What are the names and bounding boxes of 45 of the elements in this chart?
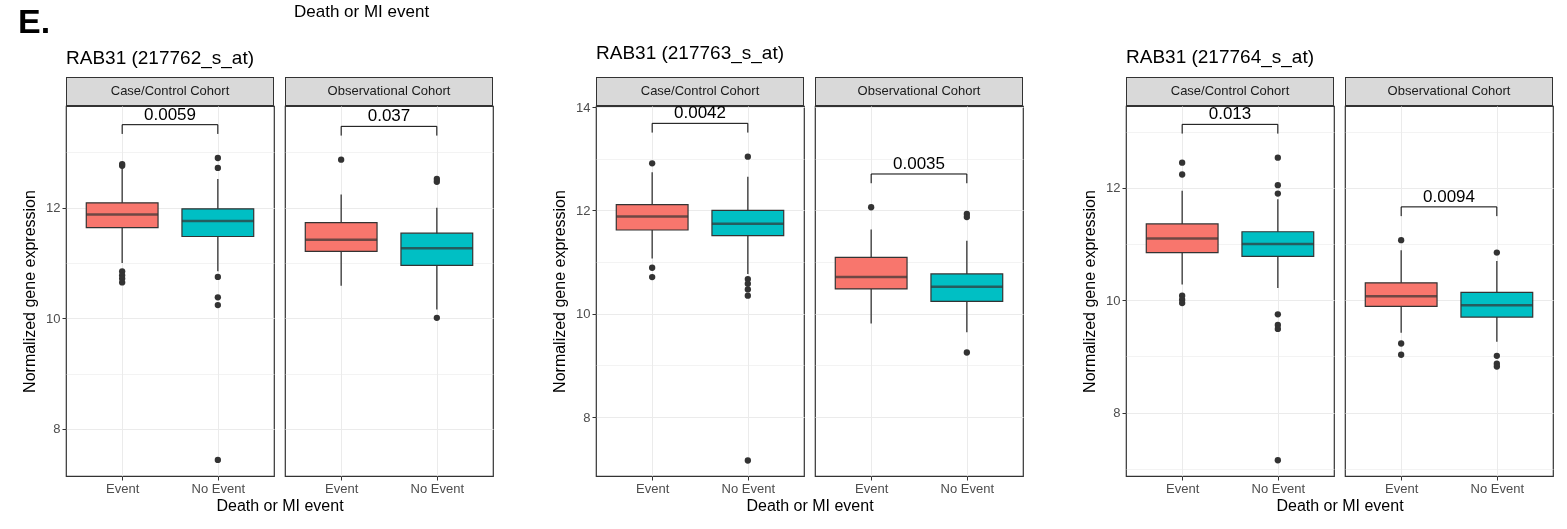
- chart-subtitle: Observational Cohort: [1345, 77, 1553, 106]
- y-axis-title: Normalized gene expression: [1081, 190, 1099, 393]
- x-axis-title: Death or MI event: [1276, 496, 1405, 514]
- x-tick-label: No Event: [191, 480, 246, 496]
- x-tick-label: Event: [1166, 480, 1200, 496]
- y-axis-title: Normalized gene expression: [551, 190, 569, 393]
- x-tick-label: Event: [325, 480, 359, 496]
- chart-subtitle: Observational Cohort: [815, 77, 1023, 106]
- x-tick-label: No Event: [721, 480, 776, 496]
- y-tick-label: 8: [53, 421, 61, 437]
- y-tick-label: 14: [576, 99, 591, 115]
- x-tick-label: No Event: [1251, 480, 1306, 496]
- text: E.: [18, 2, 51, 41]
- x-axis-title: Death or MI event: [216, 496, 345, 514]
- x-axis-title: Death or MI event: [746, 496, 875, 514]
- y-tick-label: 12: [1106, 180, 1121, 196]
- chart-title: RAB31 (217762_s_at): [66, 46, 255, 69]
- chart-subtitle: Case/Control Cohort: [66, 77, 274, 106]
- x-tick-label: Event: [1385, 480, 1419, 496]
- y-tick-label: 12: [46, 200, 61, 216]
- x-tick-label: Event: [106, 480, 140, 496]
- chart-subtitle: Observational Cohort: [285, 77, 493, 106]
- x-tick-label: Event: [636, 480, 670, 496]
- y-tick-label: 10: [1106, 292, 1121, 308]
- chart-subtitle: Case/Control Cohort: [1126, 77, 1334, 106]
- y-tick-label: 10: [46, 310, 61, 326]
- x-tick-label: Event: [855, 480, 889, 496]
- annotation: 0.0035: [893, 153, 945, 173]
- annotation: 0.0059: [144, 104, 196, 124]
- annotation: 0.013: [1208, 104, 1252, 124]
- y-tick-label: 12: [576, 202, 591, 218]
- chart-title: RAB31 (217763_s_at): [596, 42, 785, 65]
- annotation: 0.0042: [674, 103, 726, 123]
- y-tick-label: 10: [576, 306, 591, 322]
- x-tick-label: No Event: [410, 480, 465, 496]
- chart-subtitle: Case/Control Cohort: [640, 83, 760, 98]
- y-tick-label: 8: [1113, 405, 1121, 421]
- x-tick-label: No Event: [940, 480, 995, 496]
- y-tick-label: 8: [583, 409, 591, 425]
- annotation: 0.037: [367, 106, 411, 126]
- x-tick-label: No Event: [1470, 480, 1525, 496]
- annotation: 0.0094: [1423, 186, 1475, 206]
- text: Death or MI event: [294, 2, 430, 22]
- chart-title: RAB31 (217764_s_at): [1126, 46, 1315, 69]
- y-axis-title: Normalized gene expression: [21, 190, 39, 393]
